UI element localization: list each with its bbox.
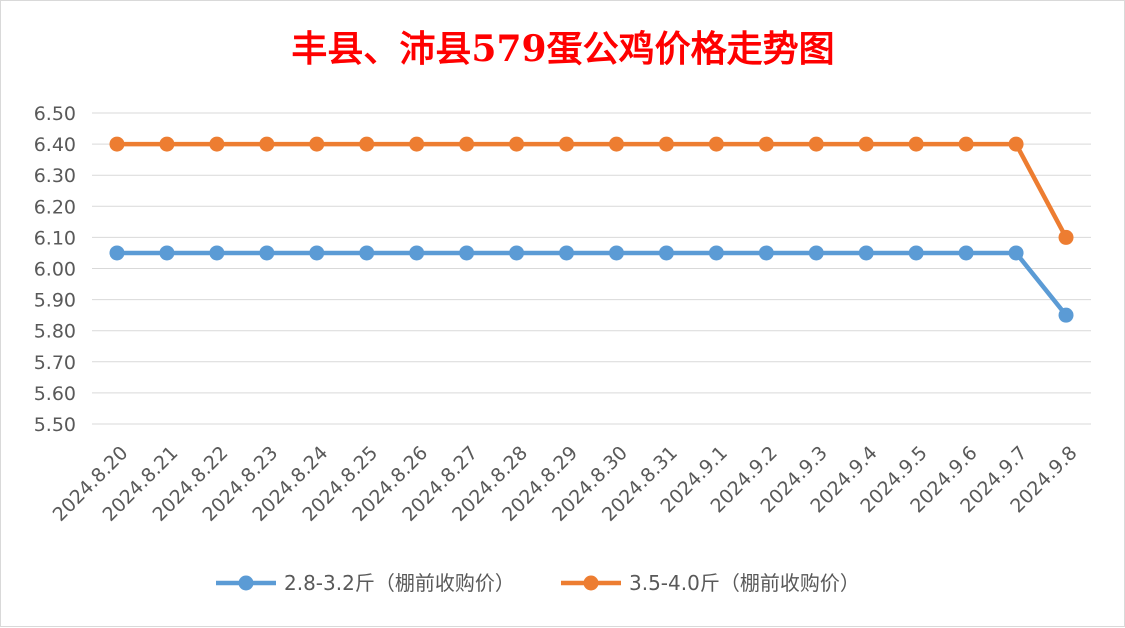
- y-tick-label: 6.30: [34, 165, 76, 187]
- data-point: [509, 245, 525, 261]
- data-point: [109, 136, 125, 152]
- y-tick-label: 5.70: [34, 352, 76, 374]
- legend-entry: 2.8-3.2斤（棚前收购价）: [216, 571, 515, 595]
- data-point: [608, 245, 624, 261]
- data-point: [908, 245, 924, 261]
- x-axis-ticks: 2024.8.202024.8.212024.8.222024.8.232024…: [49, 442, 1082, 526]
- data-point: [159, 136, 175, 152]
- data-point: [359, 245, 375, 261]
- y-tick-label: 6.40: [34, 134, 76, 156]
- legend-entry: 3.5-4.0斤（棚前收购价）: [561, 571, 860, 595]
- data-point: [209, 136, 225, 152]
- y-tick-label: 5.60: [34, 383, 76, 405]
- y-tick-label: 5.80: [34, 321, 76, 343]
- data-point: [559, 245, 575, 261]
- legend-marker: [238, 575, 254, 591]
- y-tick-label: 5.90: [34, 290, 76, 312]
- data-point: [708, 136, 724, 152]
- y-tick-label: 5.50: [34, 414, 76, 436]
- data-point: [1058, 229, 1074, 245]
- legend-marker: [583, 575, 599, 591]
- data-point: [958, 136, 974, 152]
- data-point: [658, 136, 674, 152]
- data-point: [858, 245, 874, 261]
- data-point: [1058, 307, 1074, 323]
- data-point: [259, 245, 275, 261]
- data-point: [908, 136, 924, 152]
- legend: 2.8-3.2斤（棚前收购价） 3.5-4.0斤（棚前收购价）: [216, 571, 860, 595]
- series-layer: [109, 136, 1074, 323]
- data-point: [459, 136, 475, 152]
- data-point: [209, 245, 225, 261]
- data-point: [459, 245, 475, 261]
- y-tick-label: 6.10: [34, 227, 76, 249]
- series-2: [109, 136, 1074, 245]
- data-point: [309, 245, 325, 261]
- data-point: [309, 136, 325, 152]
- data-point: [658, 245, 674, 261]
- data-point: [409, 245, 425, 261]
- chart-title: 丰县、沛县579蛋公鸡价格走势图: [291, 28, 834, 70]
- data-point: [359, 136, 375, 152]
- data-point: [758, 245, 774, 261]
- legend-label: 2.8-3.2斤（棚前收购价）: [284, 571, 515, 595]
- data-point: [409, 136, 425, 152]
- y-tick-label: 6.50: [34, 103, 76, 125]
- series-1: [109, 245, 1074, 323]
- data-point: [259, 136, 275, 152]
- data-point: [109, 245, 125, 261]
- y-axis-ticks: 5.50 5.60 5.70 5.80 5.90 6.00 6.10 6.20 6.30 6.40…: [34, 103, 76, 436]
- data-point: [509, 136, 525, 152]
- grid-lines: [92, 112, 1091, 425]
- y-tick-label: 6.00: [34, 259, 76, 281]
- data-point: [858, 136, 874, 152]
- data-point: [808, 136, 824, 152]
- data-point: [808, 245, 824, 261]
- data-point: [1008, 136, 1024, 152]
- data-point: [958, 245, 974, 261]
- legend-label: 3.5-4.0斤（棚前收购价）: [629, 571, 860, 595]
- data-point: [608, 136, 624, 152]
- data-point: [1008, 245, 1024, 261]
- data-point: [758, 136, 774, 152]
- data-point: [708, 245, 724, 261]
- data-point: [159, 245, 175, 261]
- series-line: [116, 250, 1068, 317]
- data-point: [559, 136, 575, 152]
- y-tick-label: 6.20: [34, 196, 76, 218]
- series-line: [116, 141, 1069, 239]
